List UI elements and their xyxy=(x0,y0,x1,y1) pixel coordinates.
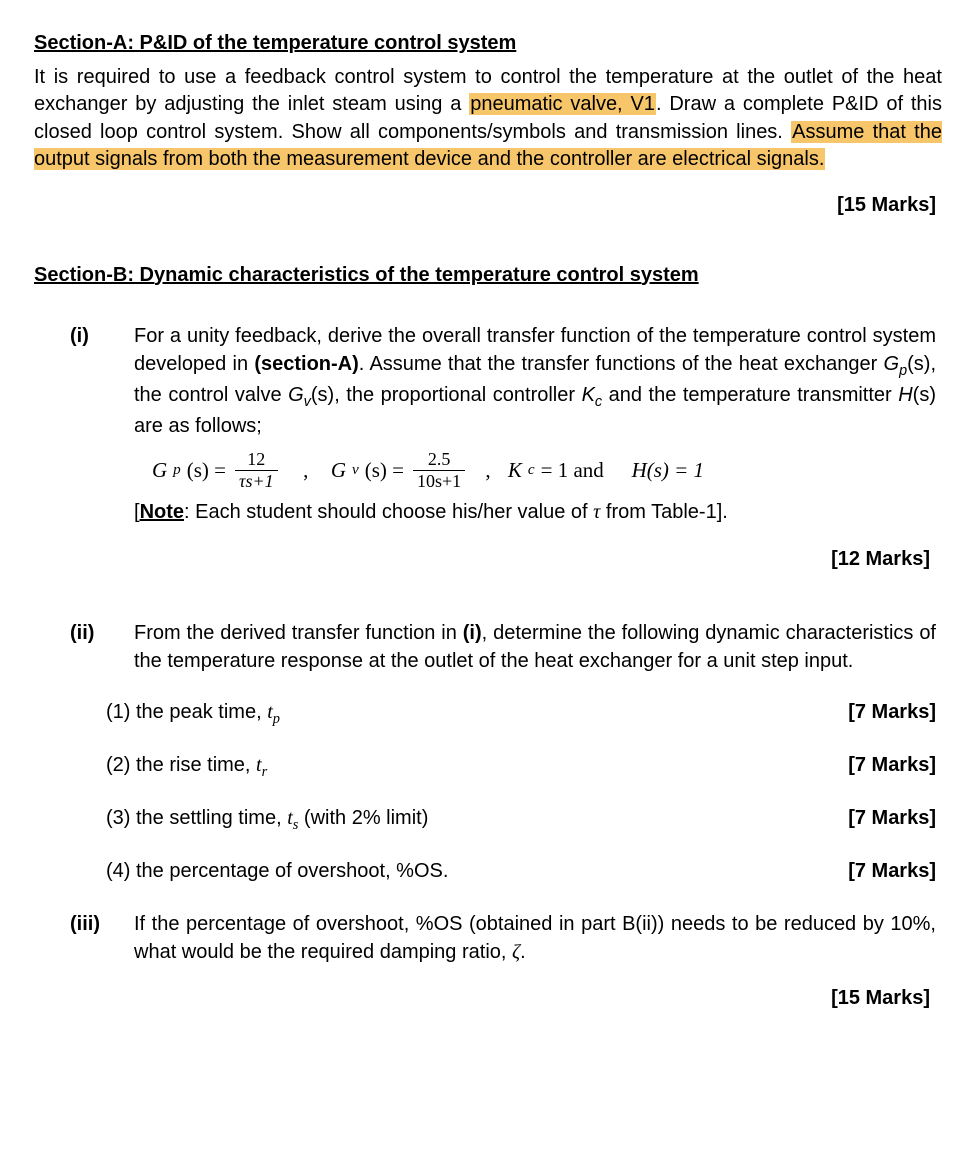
question-b-ii: (ii) From the derived transfer function … xyxy=(34,620,942,885)
sub-4-marks: [7 Marks] xyxy=(848,858,936,886)
biii-text: If the percentage of overshoot, %OS (obt… xyxy=(134,911,936,966)
fraction-gv: 2.5 10s+1 xyxy=(413,450,465,491)
sub-item-4: (4) the percentage of overshoot, %OS. [7… xyxy=(106,858,936,886)
sub-item-1: (1) the peak time, tp [7 Marks] xyxy=(106,699,936,730)
question-b-iii: (iii) If the percentage of overshoot, %O… xyxy=(34,911,942,1012)
section-b-heading: Section-B: Dynamic characteristics of th… xyxy=(34,262,942,290)
biii-marks: [15 Marks] xyxy=(134,985,930,1013)
fraction-gp: 12 τs+1 xyxy=(235,450,278,491)
bi-text: For a unity feedback, derive the overall… xyxy=(134,323,936,440)
bii-text: From the derived transfer function in (i… xyxy=(134,620,936,675)
question-b-i: (i) For a unity feedback, derive the ove… xyxy=(34,323,942,574)
sub-item-3: (3) the settling time, ts (with 2% limit… xyxy=(106,805,936,836)
equation-line: Gp(s) = 12 τs+1 , Gv(s) = 2.5 10s+1 , Kc… xyxy=(152,450,936,491)
section-a-marks: [15 Marks] xyxy=(34,192,936,220)
sub-2-marks: [7 Marks] xyxy=(848,752,936,780)
bii-sub-list: (1) the peak time, tp [7 Marks] (2) the … xyxy=(134,699,936,885)
sub-item-2: (2) the rise time, tr [7 Marks] xyxy=(106,752,936,783)
bi-note: [Note: Each student should choose his/he… xyxy=(134,499,936,527)
sub-1-marks: [7 Marks] xyxy=(848,699,936,727)
sub-3-marks: [7 Marks] xyxy=(848,805,936,833)
question-number-iii: (iii) xyxy=(34,911,134,1012)
section-a-heading: Section-A: P&ID of the temperature contr… xyxy=(34,30,942,58)
bi-marks: [12 Marks] xyxy=(134,546,930,574)
highlight-pneumatic-valve: pneumatic valve, V1 xyxy=(469,93,656,115)
section-a-paragraph: It is required to use a feedback control… xyxy=(34,64,942,174)
question-number-i: (i) xyxy=(34,323,134,574)
